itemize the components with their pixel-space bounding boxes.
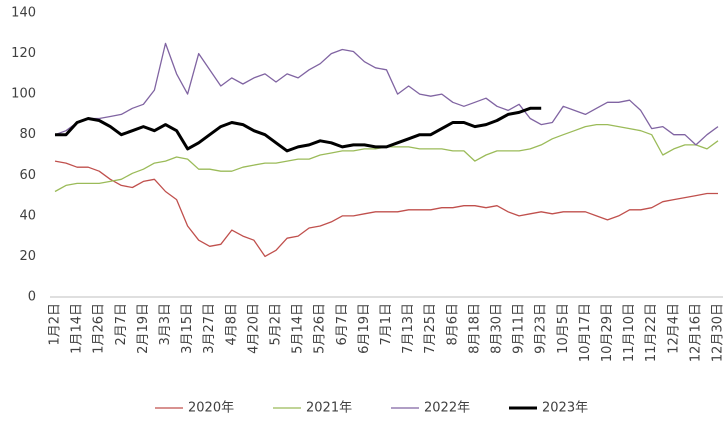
- x-tick-label: 10月29日: [600, 303, 615, 362]
- x-tick-label: 1月2日: [48, 303, 63, 346]
- series-line: [54, 42, 719, 146]
- x-tick-label: 12月16日: [688, 303, 703, 362]
- x-tick-label: 3月15日: [180, 303, 195, 354]
- x-tick-label: 2月7日: [114, 303, 129, 346]
- x-tick-label: 12月4日: [666, 303, 681, 354]
- legend-label: 2020年: [188, 401, 234, 416]
- x-tick-label: 3月3日: [158, 303, 173, 346]
- x-tick-label: 1月14日: [70, 303, 85, 354]
- x-tick-label: 5月2日: [269, 303, 284, 346]
- x-tick-label: 11月10日: [622, 303, 637, 362]
- x-tick-label: 4月8日: [224, 303, 239, 346]
- x-tick-label: 5月26日: [313, 303, 328, 354]
- x-tick-label: 10月17日: [578, 303, 593, 362]
- x-tick-label: 12月30日: [711, 303, 726, 362]
- legend-label: 2022年: [424, 401, 470, 416]
- x-tick-label: 10月5日: [556, 303, 571, 354]
- x-tick-label: 9月23日: [534, 303, 549, 354]
- x-tick-label: 8月30日: [490, 303, 505, 354]
- series-line: [54, 160, 718, 258]
- x-tick-label: 1月26日: [92, 303, 107, 354]
- x-tick-label: 4月20日: [246, 303, 261, 354]
- x-tick-label: 6月19日: [357, 303, 372, 354]
- y-tick-label: 40: [19, 208, 36, 223]
- y-tick-label: 140: [11, 6, 36, 21]
- x-tick-label: 8月6日: [445, 303, 460, 346]
- x-tick-label: 2月19日: [136, 303, 151, 354]
- legend-label: 2021年: [306, 401, 352, 416]
- x-tick-label: 7月13日: [401, 303, 416, 354]
- x-tick-label: 5月14日: [291, 303, 306, 354]
- y-tick-label: 80: [19, 127, 36, 142]
- y-tick-label: 60: [19, 168, 36, 183]
- x-tick-label: 8月18日: [467, 303, 482, 354]
- legend-label: 2023年: [542, 401, 588, 416]
- y-tick-label: 120: [11, 46, 36, 61]
- series-line: [55, 106, 542, 153]
- x-tick-label: 11月22日: [644, 303, 659, 362]
- series-line: [54, 123, 719, 193]
- y-tick-label: 20: [19, 249, 36, 264]
- x-tick-label: 9月11日: [512, 303, 527, 354]
- x-tick-label: 6月7日: [335, 303, 350, 346]
- y-tick-label: 100: [11, 87, 36, 102]
- x-tick-label: 3月27日: [202, 303, 217, 354]
- x-tick-label: 7月1日: [379, 303, 394, 346]
- x-tick-label: 7月25日: [423, 303, 438, 354]
- y-tick-label: 0: [28, 290, 36, 305]
